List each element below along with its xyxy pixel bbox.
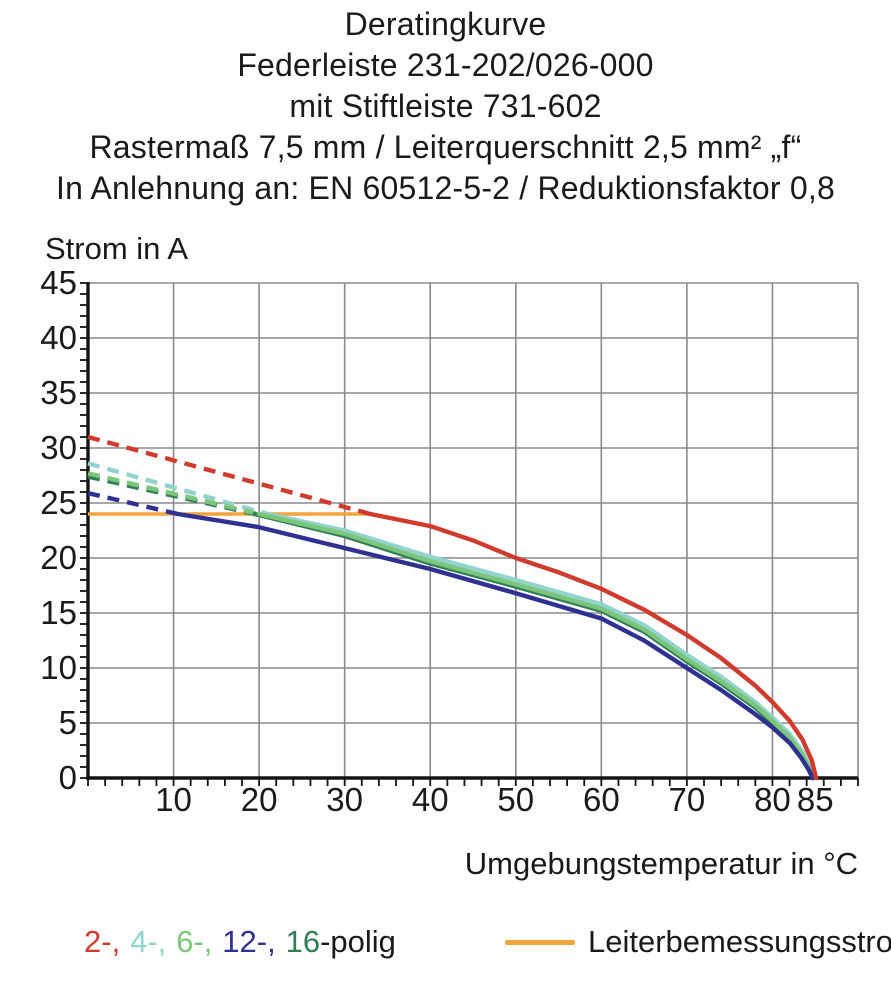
y-tick-label: 45 [40,264,77,301]
y-tick-label: 20 [40,539,77,576]
legend-6-polig: 6-, [176,924,213,959]
y-tick-label: 25 [40,484,77,521]
x-tick-label: 80 [754,781,791,818]
curve-6-polig [256,511,816,781]
x-tick-label: 10 [155,781,192,818]
x-tick-label: 40 [412,781,449,818]
axes [86,282,858,780]
rated-current-line-swatch [505,939,575,945]
curve-16-polig [252,511,815,781]
y-tick-label: 40 [40,319,77,356]
title-line-3: mit Stiftleiste 731-602 [289,88,602,124]
x-tick-labels: 10 20 30 40 50 60 70 80 85 [155,781,833,818]
y-tick-label: 5 [59,704,77,741]
y-axis-title: Strom in A [45,231,188,266]
y-tick-label: 0 [59,759,77,796]
legend-16-polig: 16 [285,924,321,959]
title-line-5: In Anlehnung an: EN 60512-5-2 / Reduktio… [56,170,835,206]
x-tick-label: 85 [797,781,834,818]
y-tick-labels: 45 40 35 30 25 20 15 10 5 0 [40,264,77,796]
y-tick-label: 35 [40,374,77,411]
legend-12-polig: 12-, [222,924,276,959]
y-tick-label: 10 [40,649,77,686]
curve-dashed-12-polig [87,490,179,517]
title-line-4: Rastermaß 7,5 mm / Leiterquerschnitt 2,5… [89,129,802,165]
curve-12-polig [175,511,815,781]
legend-4-polig: 4-, [130,924,167,959]
rated-current-legend: Leiterbemessungsstrom [505,924,891,960]
x-axis-title: Umgebungstemperatur in °C [464,846,858,881]
y-tick-label: 15 [40,594,77,631]
axis-ticks [80,282,859,786]
curve-2-polig [368,511,819,781]
curve-dashed-6-polig [87,471,260,517]
x-tick-label: 20 [241,781,278,818]
poles-legend: 2-, 4-, 6-, 12-, 16-polig [84,924,396,960]
legend-polig-suffix: -polig [320,924,396,959]
curve-dashed-2-polig [87,434,371,517]
x-tick-label: 60 [583,781,620,818]
curve-4-polig [265,511,817,781]
rated-current-label: Leiterbemessungsstrom [588,924,891,959]
x-tick-label: 50 [497,781,534,818]
x-tick-label: 70 [669,781,706,818]
chart-title-block: Deratingkurve Federleiste 231-202/026-00… [0,4,891,209]
title-line-1: Deratingkurve [344,6,547,42]
title-line-2: Federleiste 231-202/026-000 [237,47,654,83]
x-tick-label: 30 [326,781,363,818]
curve-dashed-4-polig [87,461,269,517]
y-tick-label: 30 [40,429,77,466]
legend-2-polig: 2-, [84,924,121,959]
curves [87,434,819,781]
